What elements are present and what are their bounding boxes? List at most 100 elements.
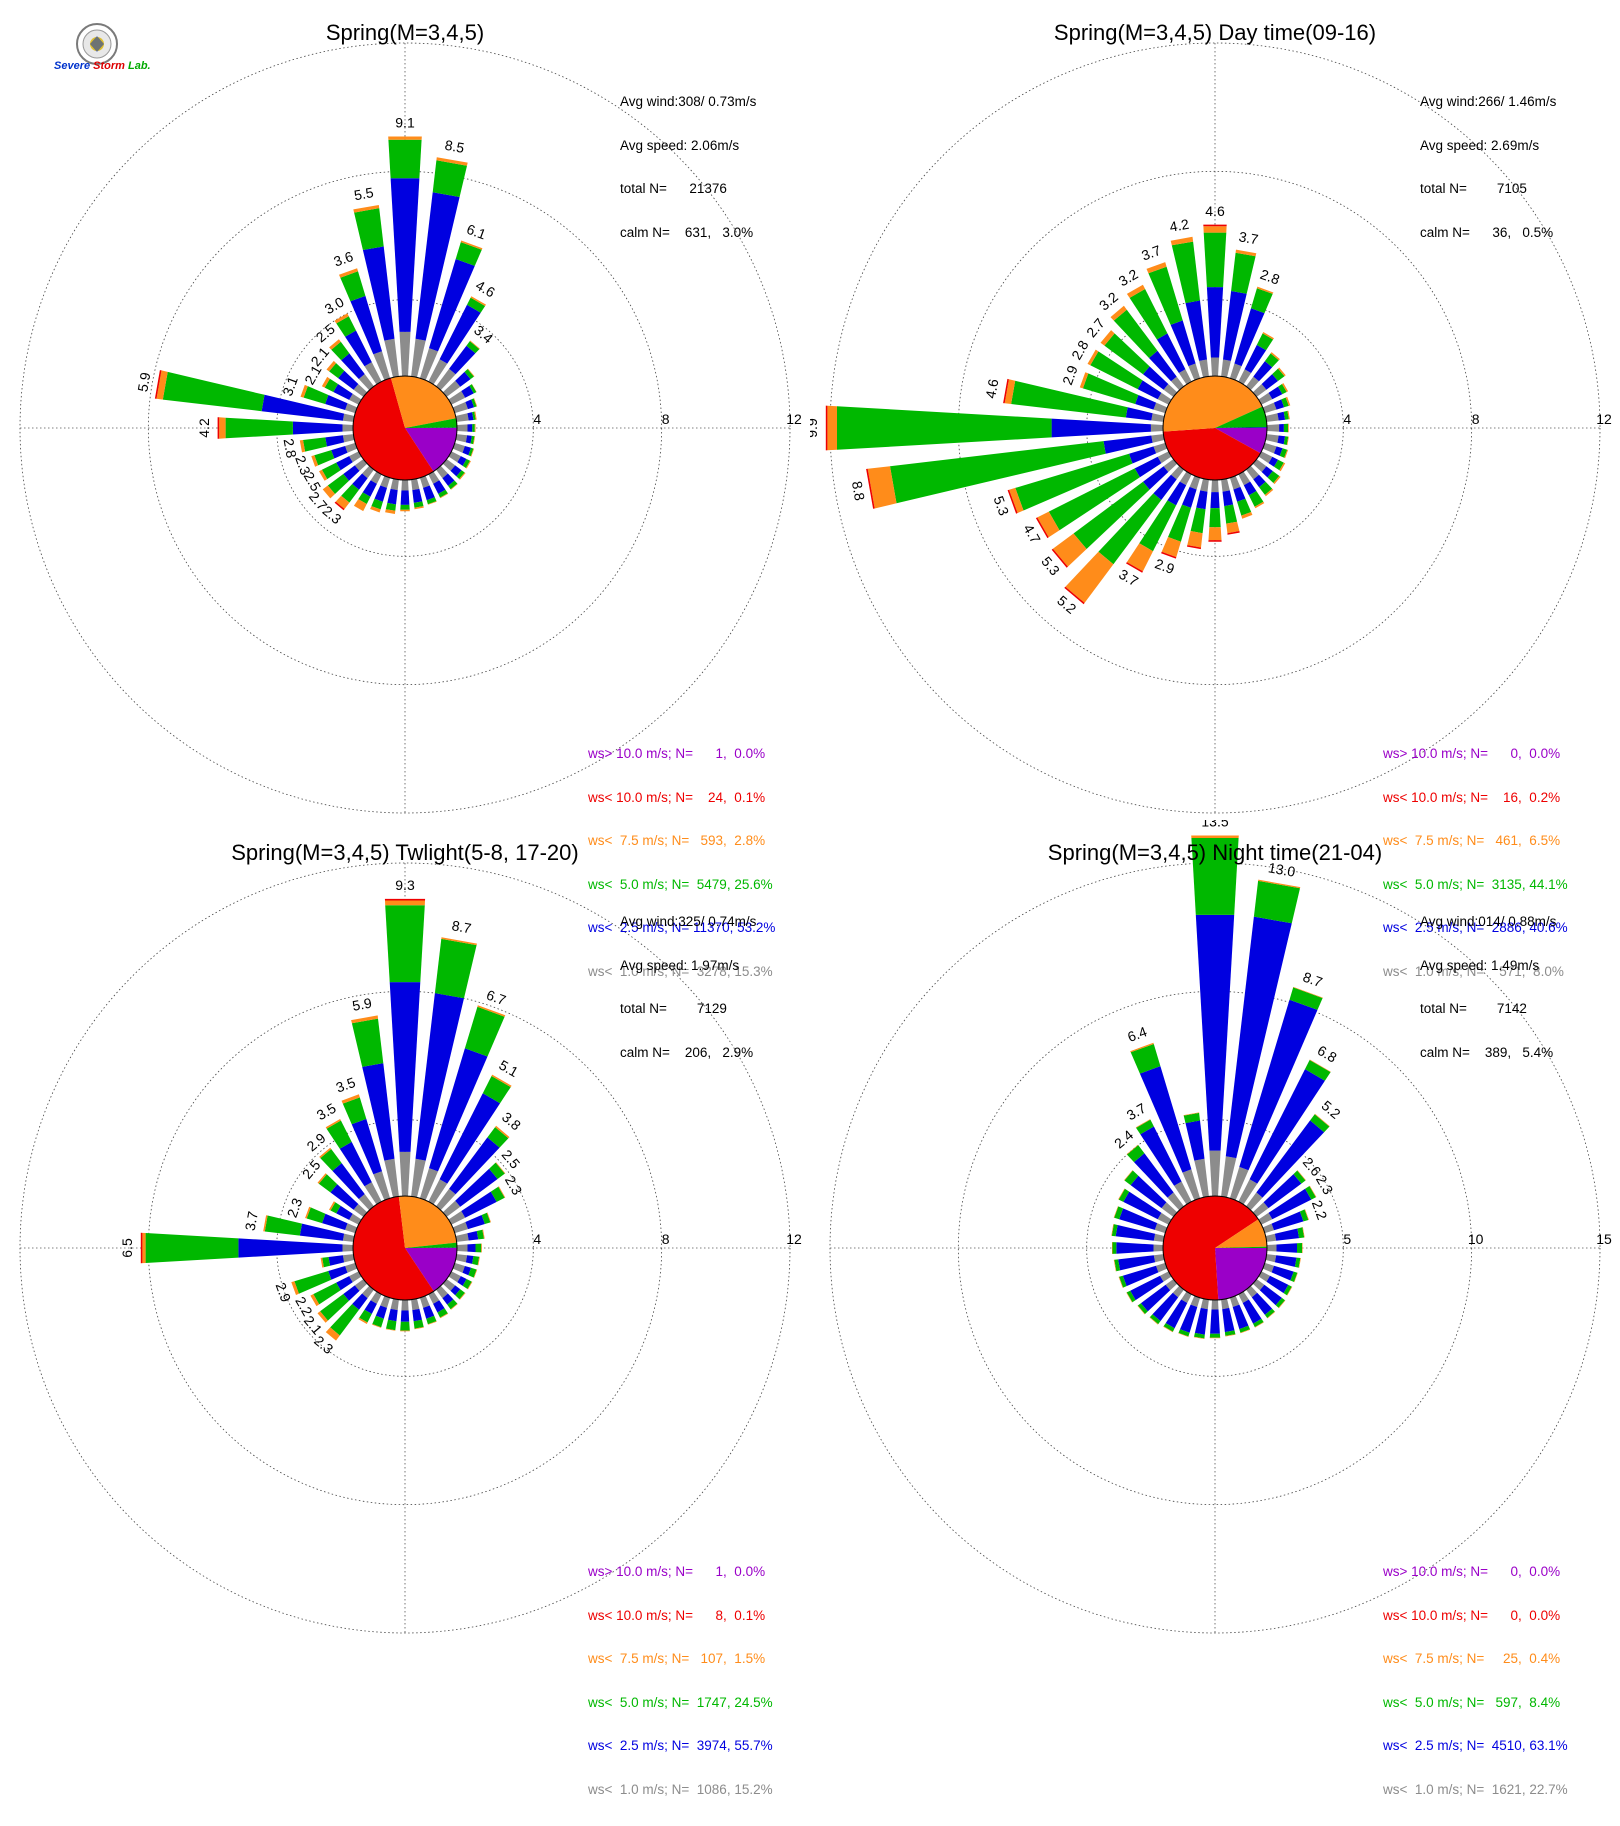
windrose-bar-segment bbox=[481, 1244, 482, 1253]
sector-value-label: 13.5 bbox=[1201, 820, 1228, 830]
windrose-bar-segment bbox=[472, 424, 475, 432]
legend-entry: ws> 10.0 m/s; N= 1, 0.0% bbox=[588, 1565, 773, 1580]
windrose-bar-segment bbox=[343, 1244, 354, 1251]
ring-tick-label: 8 bbox=[1472, 411, 1480, 427]
calm-count: calm N= 389, 5.4% bbox=[1420, 1046, 1556, 1061]
windrose-bar-segment bbox=[1211, 358, 1219, 377]
sector-value-label: 6.5 bbox=[119, 1238, 135, 1258]
windrose-bar-segment bbox=[146, 1233, 239, 1263]
logo-text-storm: Storm bbox=[93, 60, 125, 72]
windrose-bar-segment bbox=[1275, 1229, 1299, 1241]
avg-speed: Avg speed: 2.06m/s bbox=[620, 139, 756, 154]
windrose-bar-segment bbox=[1188, 364, 1200, 381]
windrose-bar-segment bbox=[1151, 424, 1163, 431]
ring-tick-label: 4 bbox=[533, 1231, 541, 1247]
windrose-bar-segment bbox=[1201, 1299, 1209, 1310]
sector-value-label: 3.7 bbox=[1238, 228, 1260, 247]
sector-value-label: 3.5 bbox=[334, 1074, 358, 1096]
windrose-bar-segment bbox=[411, 479, 419, 491]
windrose-bar-segment bbox=[388, 1309, 398, 1321]
sector-value-label: 8.7 bbox=[451, 917, 473, 936]
sector-value-label: 3.0 bbox=[322, 293, 347, 317]
legend: ws> 10.0 m/s; N= 0, 0.0% ws< 10.0 m/s; N… bbox=[1383, 1536, 1568, 1826]
ring-tick-label: 5 bbox=[1343, 1231, 1351, 1247]
windrose-bar-segment bbox=[1191, 836, 1239, 839]
calm-count: calm N= 631, 3.0% bbox=[620, 226, 756, 241]
windrose-bar-segment bbox=[238, 1238, 342, 1257]
windrose-bar-segment bbox=[467, 1231, 478, 1241]
windrose-bar-segment bbox=[1207, 287, 1223, 357]
windrose-bar-segment bbox=[386, 1320, 396, 1330]
sector-value-label: 4.6 bbox=[1205, 203, 1225, 219]
windrose-bar-segment bbox=[325, 435, 344, 446]
panel-title: Spring(M=3,4,5) Night time(21-04) bbox=[810, 840, 1620, 866]
windrose-bar-segment bbox=[476, 1244, 482, 1253]
windrose-bar-segment bbox=[827, 406, 837, 451]
windrose-bar-segment bbox=[1113, 1242, 1117, 1254]
ring-tick-label: 12 bbox=[786, 1231, 802, 1247]
sector-value-label: 5.9 bbox=[134, 371, 153, 393]
sector-value-label: 3.8 bbox=[499, 1109, 524, 1134]
windrose-bar-segment bbox=[1231, 253, 1256, 294]
sector-value-label: 3.5 bbox=[314, 1100, 339, 1124]
windrose-bar-segment bbox=[1151, 413, 1164, 422]
sector-value-label: 4.6 bbox=[982, 377, 1001, 399]
windrose-bar-segment bbox=[1190, 476, 1201, 490]
legend: ws> 10.0 m/s; N= 1, 0.0% ws< 10.0 m/s; N… bbox=[588, 1536, 773, 1826]
sector-value-label: 2.9 bbox=[273, 1280, 295, 1304]
windrose-bar-segment bbox=[1200, 479, 1209, 492]
legend-entry: ws< 2.5 m/s; N= 3974, 55.7% bbox=[588, 1739, 773, 1754]
sector-value-label: 5.1 bbox=[496, 1057, 521, 1081]
windrose-bar-segment bbox=[142, 1233, 145, 1263]
windrose-bar-segment bbox=[1196, 490, 1207, 509]
windrose-bar-segment bbox=[1254, 881, 1300, 923]
windrose-bar-segment bbox=[390, 982, 421, 1152]
sector-value-label: 4.2 bbox=[196, 418, 212, 438]
windrose-bar-segment bbox=[1266, 434, 1279, 443]
legend-entry: ws< 7.5 m/s; N= 107, 1.5% bbox=[588, 1652, 773, 1667]
sector-value-label: 3.7 bbox=[1124, 1100, 1149, 1124]
windrose-bar-segment bbox=[456, 434, 468, 442]
windrose-bar-segment bbox=[1221, 479, 1230, 492]
windrose-bar-segment bbox=[343, 434, 355, 442]
windrose-bar-segment bbox=[1052, 419, 1151, 438]
legend-entry: ws< 10.0 m/s; N= 16, 0.2% bbox=[1383, 791, 1568, 806]
sector-value-label: 6.8 bbox=[1315, 1042, 1340, 1066]
sector-value-label: 2.8 bbox=[1258, 266, 1282, 288]
windrose-bar-segment bbox=[1279, 424, 1284, 432]
windrose-bar-segment bbox=[400, 505, 409, 510]
stats-block: Avg wind:266/ 1.46m/s Avg speed: 2.69m/s… bbox=[1420, 66, 1556, 269]
windrose-bar-segment bbox=[400, 1322, 410, 1331]
sector-value-label: 2.3 bbox=[502, 1173, 526, 1198]
windrose-bar-segment bbox=[391, 479, 399, 491]
windrose-bar-segment bbox=[391, 178, 420, 332]
sector-value-label: 2.3 bbox=[1313, 1172, 1337, 1197]
windrose-bar-segment bbox=[453, 402, 468, 413]
windrose-bar-segment bbox=[1209, 527, 1222, 540]
avg-wind: Avg wind:308/ 0.73m/s bbox=[620, 95, 756, 110]
windrose-bar-segment bbox=[391, 1299, 399, 1311]
windrose-bar-segment bbox=[303, 437, 327, 451]
legend-entry: ws< 10.0 m/s; N= 0, 0.0% bbox=[1383, 1609, 1568, 1624]
sector-value-label: 2.9 bbox=[303, 1129, 328, 1154]
windrose-bar-segment bbox=[226, 418, 293, 439]
windrose-bar-segment bbox=[465, 1215, 485, 1229]
windrose-bar-segment bbox=[343, 1254, 355, 1262]
sector-value-label: 5.5 bbox=[353, 184, 375, 203]
windrose-bar-segment bbox=[1221, 360, 1231, 378]
windrose-bar-segment bbox=[837, 406, 1052, 450]
windrose-bar-segment bbox=[1116, 1242, 1153, 1253]
windrose-bar-segment bbox=[1284, 424, 1288, 432]
windrose-bar-segment bbox=[1209, 1151, 1220, 1197]
sector-value-label: 2.8 bbox=[281, 437, 300, 459]
windrose-bar-segment bbox=[1266, 1234, 1277, 1242]
total-count: total N= 7142 bbox=[1420, 1002, 1556, 1017]
logo-text: Severe Storm Lab. bbox=[54, 60, 151, 72]
windrose-bar-segment bbox=[1154, 1254, 1165, 1262]
avg-speed: Avg speed: 1.49m/s bbox=[1420, 959, 1556, 974]
total-count: total N= 7105 bbox=[1420, 182, 1556, 197]
windrose-bar-segment bbox=[1297, 1243, 1302, 1253]
windrose-bar-segment bbox=[1211, 480, 1218, 492]
sector-value-label: 5.2 bbox=[1319, 1097, 1344, 1122]
